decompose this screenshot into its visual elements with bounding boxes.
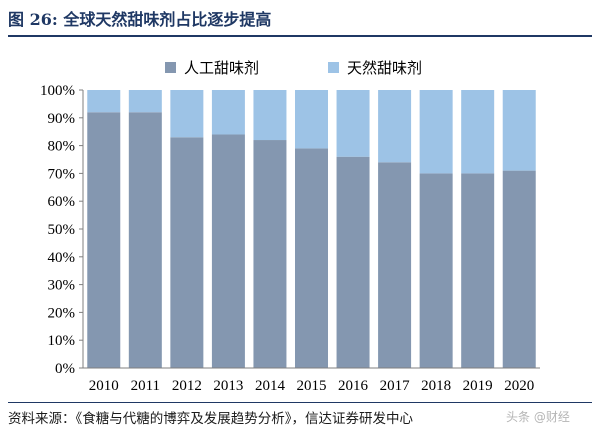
bar-artificial-2012 <box>170 137 204 368</box>
watermark: 头条 @财经 <box>506 410 570 424</box>
bar-artificial-2019 <box>461 173 495 368</box>
source-note: 资料来源：《食糖与代糖的博弈及发展趋势分析》，信达证券研发中心 <box>8 411 413 427</box>
y-tick-label: 60% <box>48 194 76 210</box>
bar-natural-2011 <box>128 90 162 113</box>
y-tick-label: 0% <box>55 361 75 377</box>
x-axis: 2010 2011 2012 2013 2014 2015 2016 2017 2018 2019… <box>83 367 540 394</box>
bar-artificial-2014 <box>253 140 287 368</box>
x-tick-label: 2020 <box>504 378 534 394</box>
x-tick-label: 2013 <box>213 378 243 394</box>
y-tick-label: 90% <box>48 111 76 127</box>
chart-legend: 人工甜味剂 天然甜味剂 <box>165 59 422 77</box>
y-tick-label: 100% <box>40 83 75 99</box>
legend-swatch <box>328 62 339 73</box>
bar-natural-2018 <box>419 90 453 174</box>
title-divider <box>8 35 592 37</box>
bar-natural-2014 <box>253 90 287 141</box>
bar-natural-2012 <box>170 90 204 138</box>
bar-natural-2015 <box>295 90 328 149</box>
legend-swatch <box>165 62 176 73</box>
x-tick-label: 2010 <box>89 378 119 394</box>
x-tick-label: 2017 <box>380 378 411 394</box>
bar-artificial-2013 <box>211 134 245 368</box>
figure-title: 图 26: 全球天然甜味剂占比逐步提高 <box>8 10 272 29</box>
legend-label: 人工甜味剂 <box>184 59 259 77</box>
x-tick-label: 2014 <box>255 378 286 394</box>
y-tick-label: 20% <box>48 305 76 321</box>
source-divider <box>8 402 592 403</box>
x-tick-label: 2016 <box>338 378 369 394</box>
bar-natural-2019 <box>461 90 495 174</box>
x-tick-label: 2015 <box>297 378 327 394</box>
x-tick-label: 2018 <box>421 378 451 394</box>
y-tick-label: 70% <box>48 166 76 182</box>
y-axis: 0% 10% 20% 30% 40% 50% 60% 70% 80% 90% 100% <box>40 83 84 377</box>
bar-natural-2020 <box>502 90 536 171</box>
bar-natural-2017 <box>378 90 412 163</box>
bar-natural-2010 <box>87 90 121 113</box>
x-tick-label: 2011 <box>131 378 160 394</box>
y-tick-label: 80% <box>48 139 76 155</box>
y-tick-label: 50% <box>48 222 76 238</box>
bar-artificial-2017 <box>378 162 412 368</box>
x-tick-label: 2012 <box>172 378 202 394</box>
bar-artificial-2018 <box>419 173 453 368</box>
bar-area <box>87 90 536 369</box>
bar-artificial-2016 <box>336 156 370 368</box>
y-tick-label: 10% <box>48 333 76 349</box>
y-tick-label: 30% <box>48 278 76 294</box>
bar-artificial-2015 <box>295 148 328 368</box>
x-tick-label: 2019 <box>463 378 493 394</box>
bar-natural-2013 <box>211 90 245 135</box>
bar-artificial-2010 <box>87 112 121 369</box>
legend-label: 天然甜味剂 <box>347 59 422 77</box>
y-tick-label: 40% <box>48 250 76 266</box>
bar-artificial-2011 <box>128 112 162 369</box>
bar-natural-2016 <box>336 90 370 157</box>
bar-artificial-2020 <box>502 170 536 368</box>
